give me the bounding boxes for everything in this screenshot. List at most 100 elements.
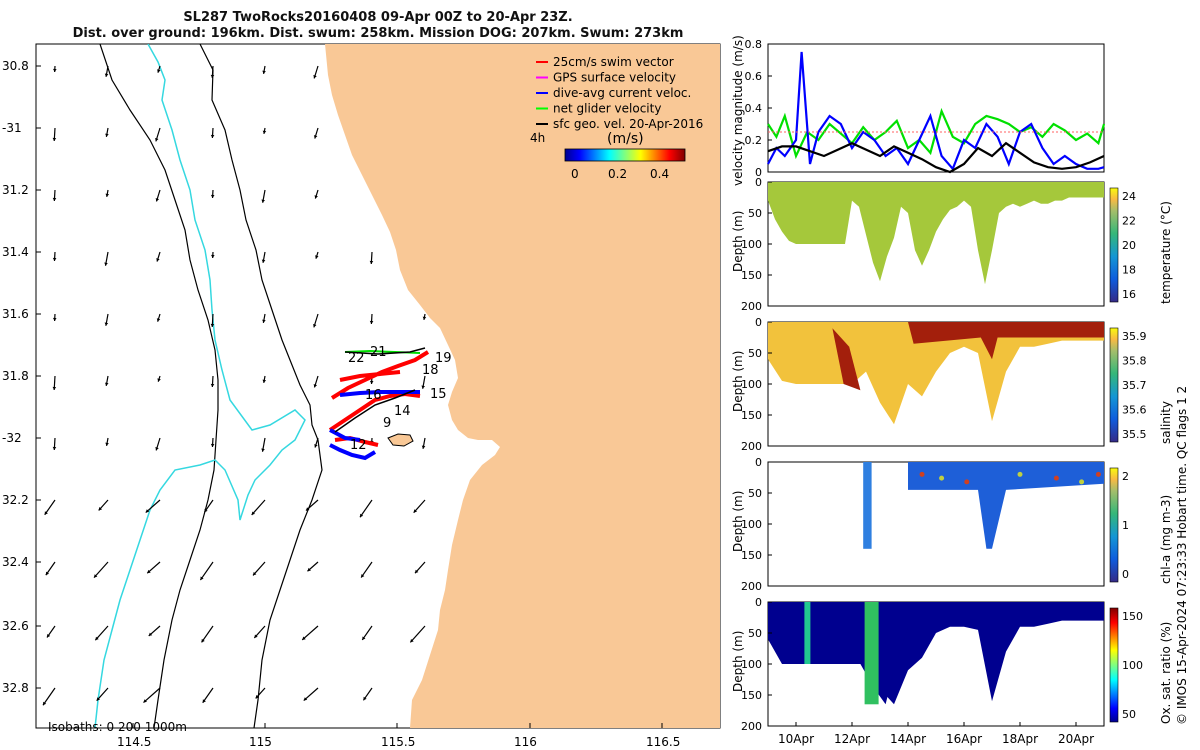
geo-velocity-arrowhead (104, 322, 109, 326)
geo-velocity-arrowhead (95, 636, 99, 641)
geo-velocity-arrow (301, 625, 319, 641)
geo-velocity-arrow (303, 687, 319, 702)
speed-colorbar (564, 148, 686, 162)
geo-velocity-arrow (202, 687, 214, 704)
oxygen-colorbar (1109, 607, 1119, 723)
glider-track (328, 347, 430, 461)
depth-tick-label: 200 (741, 440, 762, 453)
geo-velocity-arrowhead (147, 569, 151, 574)
geo-velocity-arrow (42, 687, 56, 706)
colorbar-label: (m/s) (607, 131, 644, 147)
geo-velocity-arrowhead (201, 638, 205, 643)
geo-velocity-arrowhead (148, 632, 153, 636)
velocity-panel: 0 0.2 0.4 0.6 0.8 velocity magnitude (m/s) (731, 35, 1106, 186)
chla-peak-dot (964, 479, 970, 485)
geo-velocity-arrowhead (313, 135, 318, 139)
legend-prefix: 4h (530, 131, 545, 145)
geo-velocity-arrowhead (155, 137, 159, 142)
lon-tick-label: 116 (514, 735, 537, 749)
chla-peak-dot (919, 471, 925, 477)
chla-peak-dot (1053, 475, 1059, 481)
salinity-colorbar (1109, 327, 1119, 443)
lat-tick-label: 32.8 (2, 681, 29, 695)
geo-velocity-arrowhead (94, 574, 98, 578)
date-tick-label: 14Apr (890, 732, 926, 746)
colorbar-tick: 0 (571, 167, 579, 181)
chla-peak-dot (1079, 479, 1085, 485)
depth-tick-label: 100 (741, 518, 762, 531)
geo-velocity-arrowhead (369, 260, 374, 264)
geo-velocity-arrow (93, 561, 109, 579)
depth-tick-label: 150 (741, 689, 762, 702)
legend-entry: net glider velocity (553, 102, 661, 116)
land-mass (325, 44, 720, 728)
lat-tick-label: -32 (2, 431, 22, 445)
lon-tick-label: 116.5 (646, 735, 680, 749)
geo-velocity-arrowhead (156, 318, 161, 322)
depth-tick-label: 100 (741, 658, 762, 671)
map-axis-ticks: 114.5 115 115.5 116 116.5 30.8 -31 31.2 31.4 31.6… (2, 59, 680, 749)
geo-velocity-arrowhead (210, 74, 215, 78)
depth-tick-label: 50 (748, 627, 762, 640)
rottnest-island (387, 433, 414, 447)
geo-velocity-arrow (251, 499, 266, 516)
geo-velocity-arrowhead (52, 386, 57, 390)
legend-entry: sfc geo. vel. 20-Apr-2016 (553, 117, 703, 131)
geo-velocity-arrowhead (44, 511, 48, 515)
map-title-line2: Dist. over ground: 196km. Dist. swum: 25… (72, 26, 684, 41)
colorbar-tick-label: 35.9 (1122, 330, 1147, 343)
velocity-series-line (767, 141, 1105, 174)
geo-velocity-arrow (359, 499, 373, 518)
depth-tick-label: 50 (748, 347, 762, 360)
geo-velocity-arrowhead (200, 576, 204, 581)
geo-velocity-arrow (199, 561, 214, 581)
velocity-ytick-label: 0.4 (745, 102, 763, 115)
geo-velocity-arrowhead (45, 571, 50, 576)
geo-velocity-arrowhead (369, 380, 374, 384)
geo-velocity-arrow (201, 625, 214, 643)
temperature-field (768, 182, 1104, 285)
track-label: 15 (430, 387, 447, 402)
lat-tick-label: 31.4 (2, 245, 29, 259)
lat-tick-label: 31.8 (2, 369, 29, 383)
velocity-series-line (767, 51, 1105, 171)
geo-velocity-arrowhead (104, 262, 108, 266)
legend-entry: dive-avg current veloc. (553, 86, 691, 100)
geo-velocity-arrowhead (105, 133, 109, 137)
depth-tick-label: 50 (748, 487, 762, 500)
depth-tick-label: 200 (741, 300, 762, 313)
colorbar-tick-label: 1 (1122, 519, 1129, 532)
chla-peak-dot (1095, 471, 1101, 477)
colorbar-tick-label: 20 (1122, 239, 1136, 252)
oxygen-stripe (864, 602, 879, 705)
geo-velocity-arrowhead (210, 323, 215, 327)
colorbar-tick-label: 22 (1122, 215, 1136, 228)
velocity-axes (767, 43, 1105, 173)
geo-velocity-arrowhead (210, 443, 215, 447)
track-label: 9 (383, 416, 391, 431)
colorbar-tick-label: 35.7 (1122, 379, 1147, 392)
lat-tick-label: 32.6 (2, 619, 29, 633)
geo-velocity-arrowhead (155, 198, 160, 202)
salinity-high-layer (908, 322, 1104, 360)
geo-velocity-arrowhead (261, 259, 266, 263)
track-label: 21 (370, 345, 387, 360)
temperature-panel: 0 50 100 150 200 Depth (m) 16 18 20 22 24 temperatu… (731, 176, 1173, 313)
colorbar-label: Ox. sat. ratio (%) (1159, 622, 1173, 724)
geo-velocity-arrow (143, 687, 161, 703)
geo-velocity-arrowhead (145, 509, 150, 513)
colorbar-tick-label: 24 (1122, 190, 1136, 203)
lat-tick-label: 30.8 (2, 59, 29, 73)
depth-tick-label: 150 (741, 269, 762, 282)
geo-velocity-arrowhead (305, 507, 310, 511)
geo-velocity-arrowhead (313, 75, 317, 79)
profile-panels: 0 0.2 0.4 0.6 0.8 velocity magnitude (m/s) 0… (731, 35, 1189, 746)
geo-velocity-arrowhead (105, 442, 109, 446)
geo-velocity-arrowhead (155, 447, 159, 451)
geo-velocity-arrowhead (261, 448, 265, 452)
date-tick-label: 20Apr (1058, 732, 1094, 746)
geo-velocity-arrowhead (313, 323, 317, 328)
imos-side-note: © IMOS 15-Apr-2024 07:23:33 Hobart time.… (1175, 386, 1189, 725)
geo-velocity-arrowhead (262, 379, 267, 383)
depth-tick-label: 100 (741, 378, 762, 391)
